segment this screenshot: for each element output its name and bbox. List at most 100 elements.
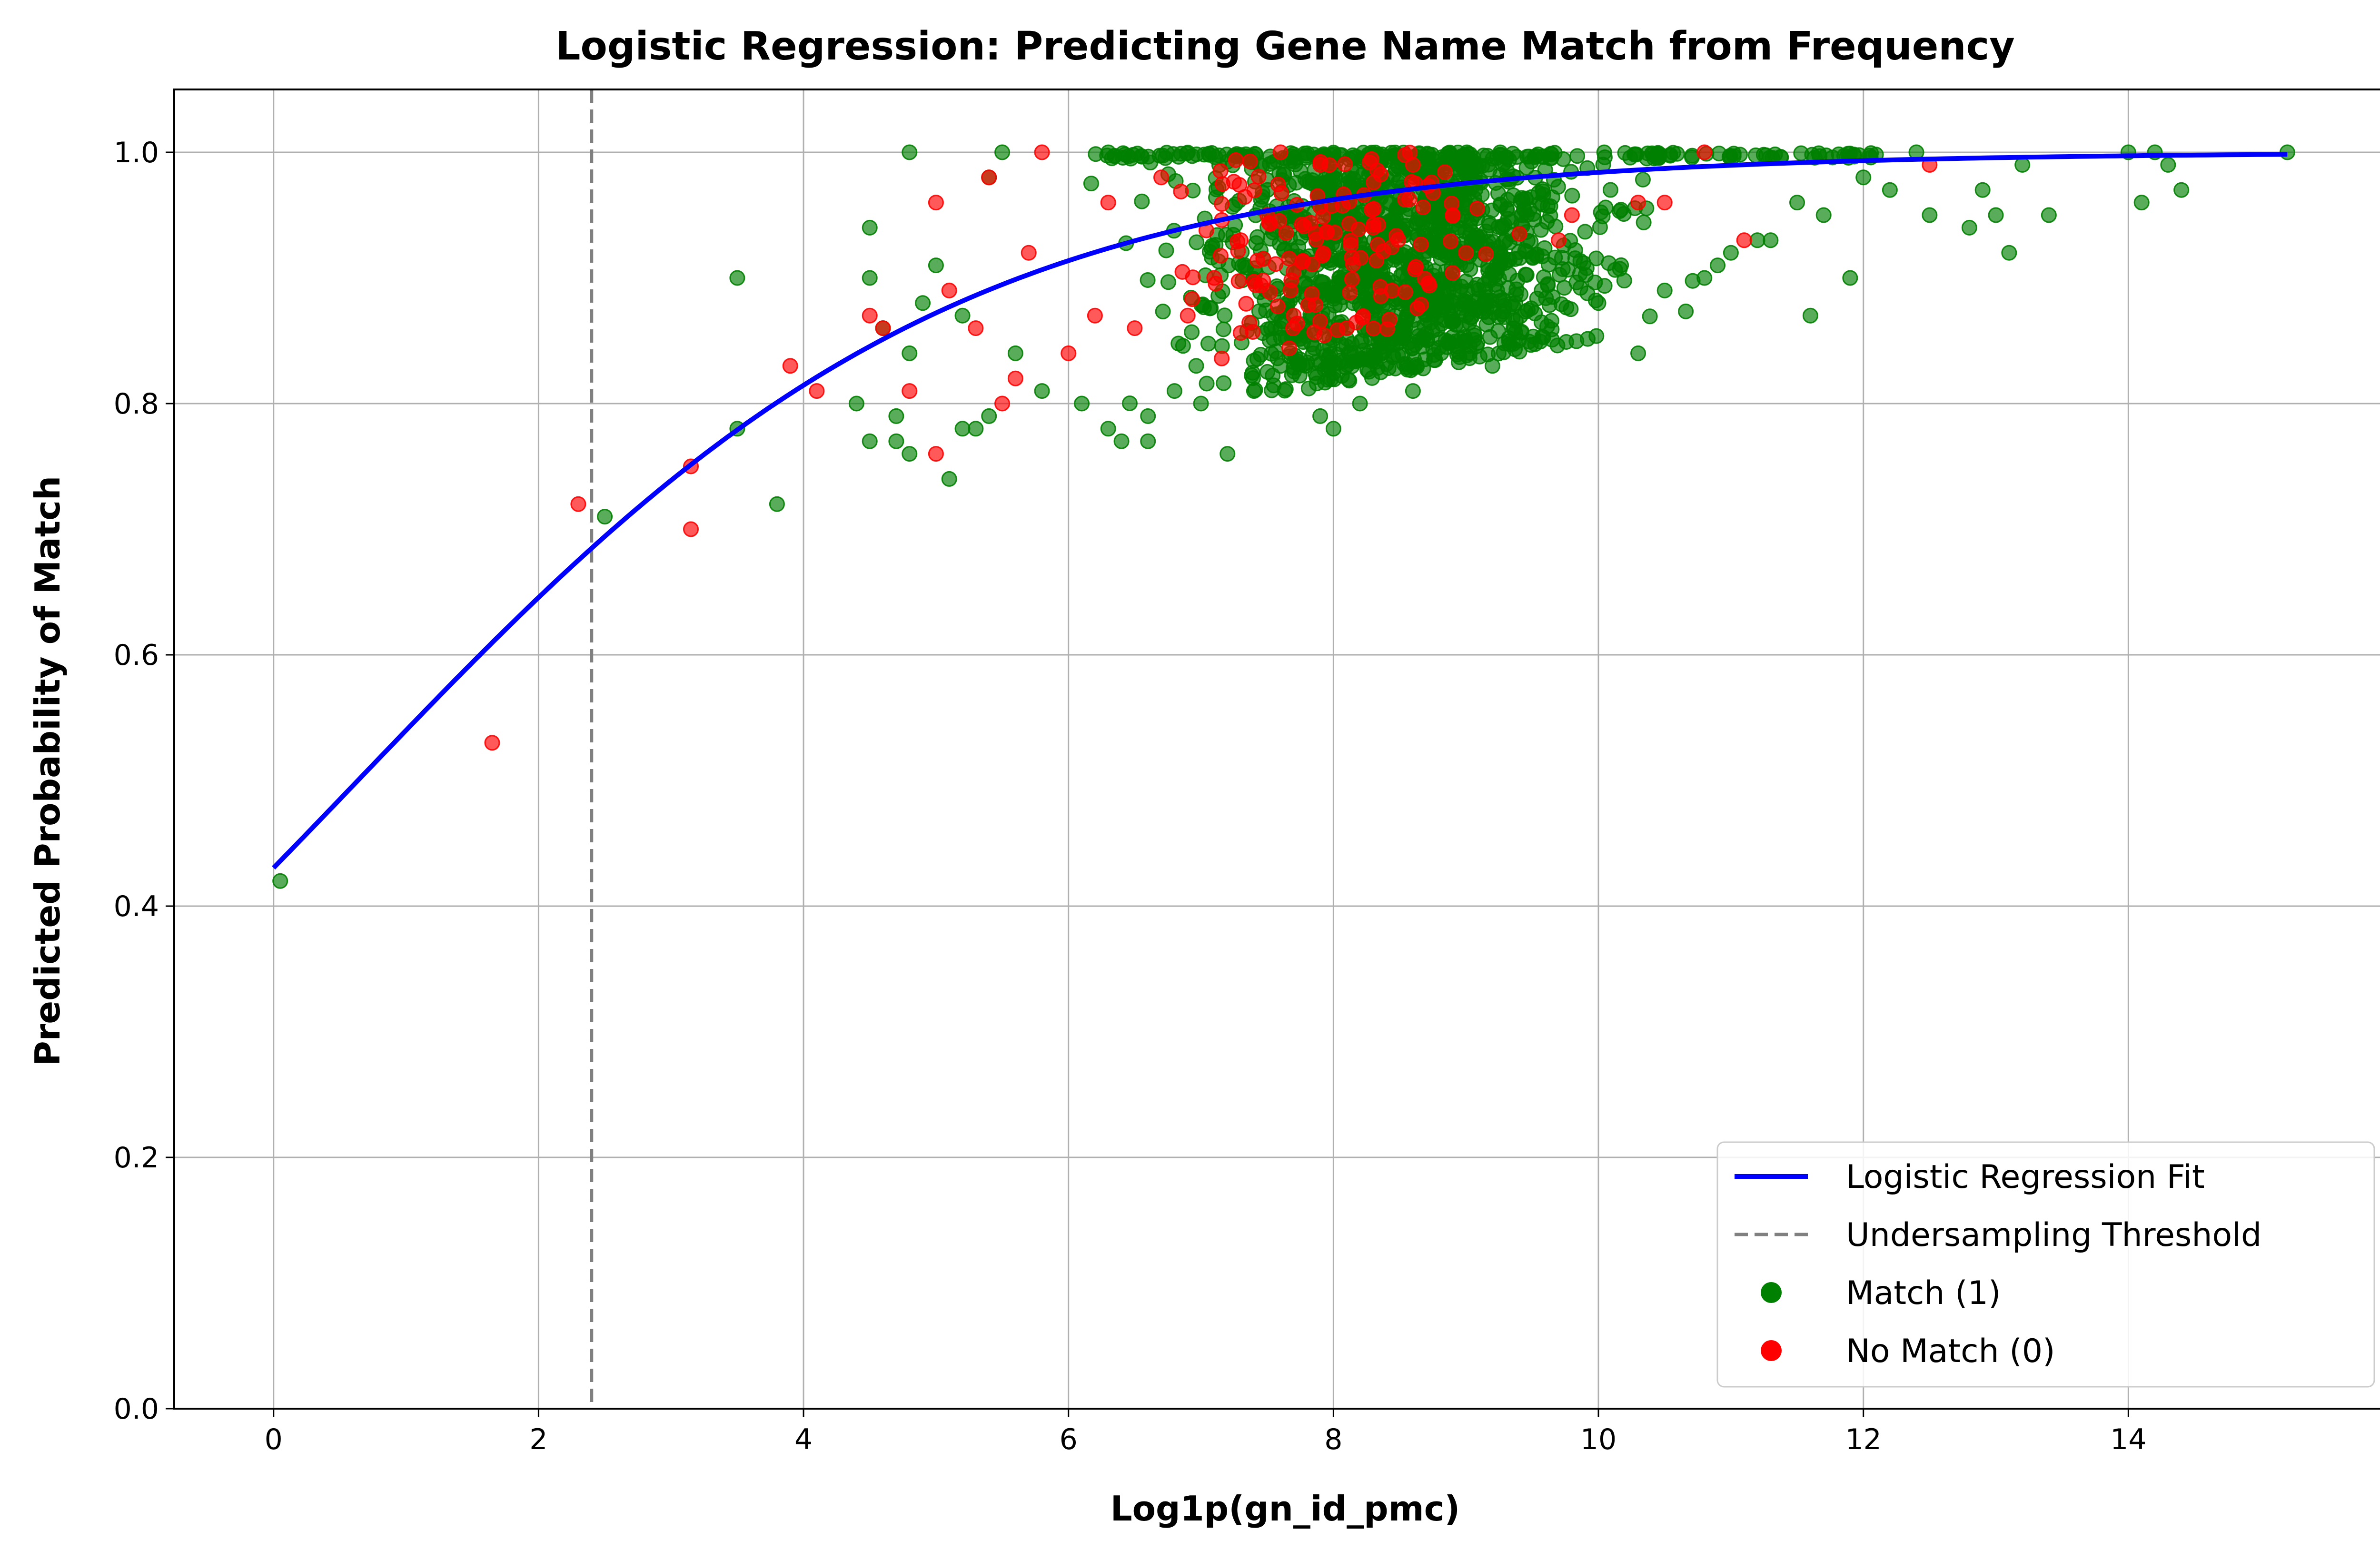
x-tick-label: 14: [2110, 1423, 2146, 1456]
axis-ticks: 0 2 4 6 8 10 12 14 0.0 0.2 0.4 0.6 0.8 1.0: [114, 136, 2147, 1456]
match-point: [1245, 370, 1261, 386]
no-match-point: [1366, 201, 1382, 217]
no-match-point: [1343, 233, 1359, 249]
legend-label: Undersampling Threshold: [1846, 1216, 2261, 1254]
no-match-point: [862, 307, 878, 324]
match-point: [729, 270, 745, 286]
no-match-point: [1296, 218, 1312, 234]
no-match-point: [1230, 273, 1247, 289]
no-match-point: [1034, 144, 1050, 160]
no-match-point: [1185, 269, 1201, 286]
match-point: [1642, 308, 1658, 325]
match-point: [1569, 148, 1586, 164]
no-match-point: [1656, 195, 1673, 211]
match-point: [1678, 303, 1694, 319]
match-point: [1452, 283, 1468, 299]
match-point: [941, 471, 957, 487]
no-match-point: [1736, 232, 1752, 248]
no-match-point: [1342, 285, 1358, 301]
match-point: [1988, 207, 2004, 223]
match-point: [1405, 383, 1421, 399]
no-match-point: [1246, 182, 1262, 198]
match-point: [1579, 285, 1596, 301]
match-point: [1491, 309, 1507, 325]
x-tick-label: 0: [265, 1423, 283, 1456]
no-match-point: [928, 446, 944, 462]
match-point: [2014, 157, 2031, 173]
no-match-point: [1295, 253, 1311, 269]
match-point: [1665, 145, 1681, 161]
match-point: [1325, 421, 1341, 437]
match-point: [1710, 257, 1726, 274]
match-point: [1630, 345, 1646, 361]
no-match-point: [1469, 200, 1485, 217]
match-point: [1312, 408, 1329, 424]
match-point: [1535, 187, 1551, 203]
match-point: [1193, 395, 1209, 412]
match-point: [1398, 356, 1415, 372]
match-point: [1635, 171, 1651, 188]
legend-box: [1716, 1141, 2375, 1388]
match-point: [1749, 232, 1765, 248]
no-match-point: [1021, 245, 1037, 261]
match-point: [1217, 307, 1233, 324]
no-match-point: [1339, 320, 1355, 336]
x-tick-label: 10: [1580, 1423, 1616, 1456]
no-match-point: [1397, 284, 1413, 300]
no-match-point: [1250, 168, 1267, 185]
no-match-point: [1319, 224, 1335, 240]
legend-dot-swatch: [1761, 1282, 1782, 1303]
match-point: [1432, 216, 1448, 232]
no-match-point: [1286, 307, 1302, 324]
no-match-point: [1368, 252, 1385, 268]
no-match-point: [1445, 207, 1461, 223]
no-match-point: [1282, 282, 1299, 298]
no-match-point: [1278, 225, 1294, 241]
match-point: [1140, 272, 1156, 288]
match-point: [1184, 324, 1200, 340]
match-point: [1622, 149, 1638, 166]
match-point: [1525, 250, 1541, 266]
match-point: [1352, 395, 1368, 412]
no-match-point: [968, 320, 984, 336]
no-match-point: [1285, 264, 1301, 280]
match-point: [1155, 304, 1171, 320]
x-tick-label: 8: [1324, 1423, 1342, 1456]
match-point: [2160, 157, 2176, 173]
no-match-point: [1214, 176, 1230, 192]
match-point: [1344, 336, 1360, 352]
no-match-point: [1366, 320, 1382, 336]
match-point: [1490, 323, 1506, 339]
match-point: [1508, 313, 1524, 329]
no-match-point: [1696, 144, 1713, 160]
match-point: [1113, 433, 1130, 449]
match-point: [1034, 383, 1050, 399]
no-match-point: [1233, 232, 1249, 248]
match-point: [1272, 358, 1289, 374]
match-point: [888, 433, 904, 449]
no-match-point: [1409, 300, 1425, 316]
match-point: [1428, 299, 1444, 316]
no-match-point: [782, 358, 798, 374]
match-point: [1246, 383, 1262, 399]
match-point: [1842, 270, 1858, 286]
match-point: [1121, 395, 1138, 411]
match-point: [1500, 280, 1516, 296]
match-point: [1170, 336, 1187, 352]
match-point: [1645, 147, 1661, 163]
no-match-point: [1272, 144, 1289, 160]
no-match-point: [1379, 321, 1395, 337]
no-match-point: [1281, 250, 1297, 267]
match-point: [928, 257, 944, 274]
no-match-point: [1180, 307, 1196, 324]
no-match-point: [1273, 185, 1289, 201]
no-match-point: [1437, 164, 1453, 180]
match-point: [1511, 333, 1527, 349]
match-point: [2173, 182, 2190, 198]
match-point: [1592, 219, 1608, 235]
match-point: [1189, 234, 1205, 250]
match-point: [1318, 347, 1334, 364]
no-match-point: [1337, 156, 1353, 172]
match-point: [994, 144, 1011, 160]
